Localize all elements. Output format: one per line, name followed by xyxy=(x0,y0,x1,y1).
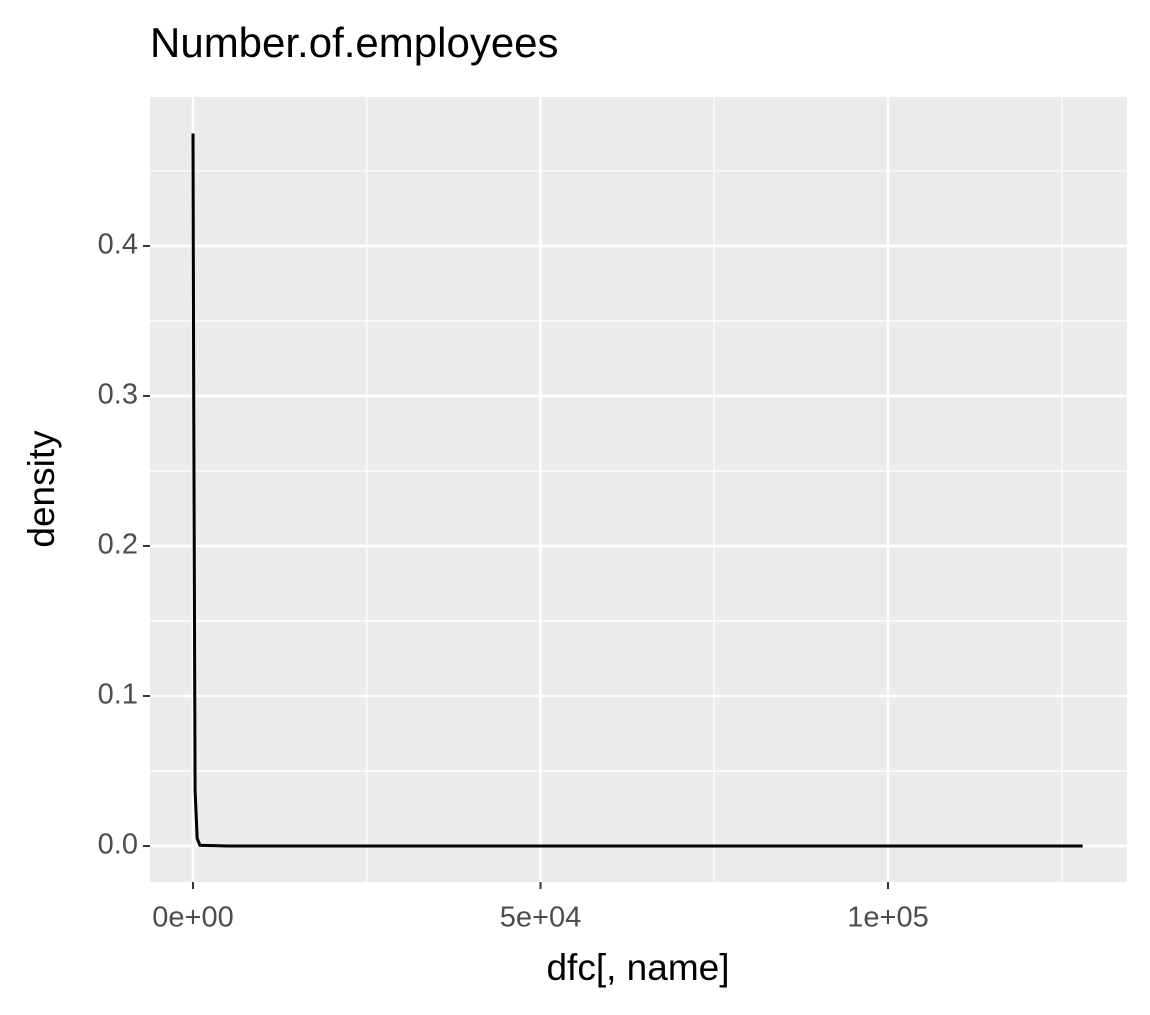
x-tick-label: 1e+05 xyxy=(847,902,928,934)
y-tick-label: 0.0 xyxy=(98,829,138,861)
chart-title: Number.of.employees xyxy=(150,19,559,66)
y-tick-label: 0.1 xyxy=(98,679,138,711)
y-tick-label: 0.3 xyxy=(98,379,138,411)
x-tick-label: 0e+00 xyxy=(152,902,233,934)
density-line xyxy=(191,133,1083,848)
y-axis-title: density xyxy=(21,430,62,548)
y-tick-label: 0.4 xyxy=(98,229,138,261)
y-tick-label: 0.2 xyxy=(98,529,138,561)
panel xyxy=(150,97,1127,882)
x-axis-title: dfc[, name] xyxy=(546,947,729,988)
x-tick-label: 5e+04 xyxy=(500,902,581,934)
